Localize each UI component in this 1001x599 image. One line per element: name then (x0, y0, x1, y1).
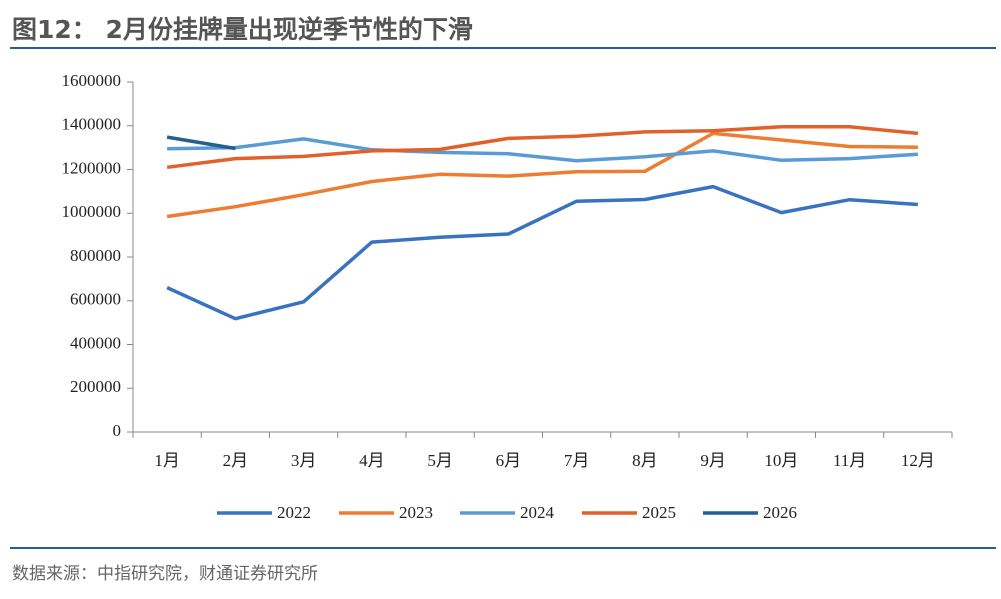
x-tick-label: 4月 (359, 451, 385, 470)
y-tick-label: 200000 (70, 377, 121, 396)
y-tick-label: 1400000 (62, 115, 122, 134)
x-tick-label: 10月 (764, 451, 798, 470)
y-tick-label: 1200000 (62, 158, 122, 177)
x-tick-label: 8月 (632, 451, 658, 470)
x-tick-label: 1月 (154, 451, 180, 470)
series-line (166, 135, 236, 151)
series-line (167, 137, 919, 163)
x-tick-label: 12月 (901, 451, 935, 470)
series-line (166, 131, 918, 219)
y-tick-label: 800000 (70, 246, 121, 265)
x-tick-label: 7月 (564, 451, 590, 470)
x-tick-label: 2月 (223, 451, 249, 470)
y-tick-label: 400000 (70, 333, 121, 352)
legend-label: 2025 (642, 503, 676, 522)
legend-label: 2024 (520, 503, 555, 522)
y-tick-label: 1600000 (62, 71, 122, 90)
y-tick-label: 1000000 (62, 202, 122, 221)
series-line (166, 125, 919, 170)
series-line (166, 184, 919, 321)
chart-title: 图12： 2月份挂牌量出现逆季节性的下滑 (12, 15, 473, 44)
y-tick-label: 0 (113, 421, 122, 440)
x-tick-label: 5月 (427, 451, 453, 470)
y-tick-label: 600000 (70, 290, 121, 309)
x-tick-label: 9月 (700, 451, 726, 470)
x-tick-label: 3月 (291, 451, 317, 470)
source-note: 数据来源：中指研究院，财通证券研究所 (12, 564, 318, 584)
legend-label: 2023 (399, 503, 433, 522)
legend-label: 2026 (763, 503, 797, 522)
x-tick-label: 6月 (496, 451, 522, 470)
legend-label: 2022 (277, 503, 311, 522)
x-tick-label: 11月 (833, 451, 866, 470)
